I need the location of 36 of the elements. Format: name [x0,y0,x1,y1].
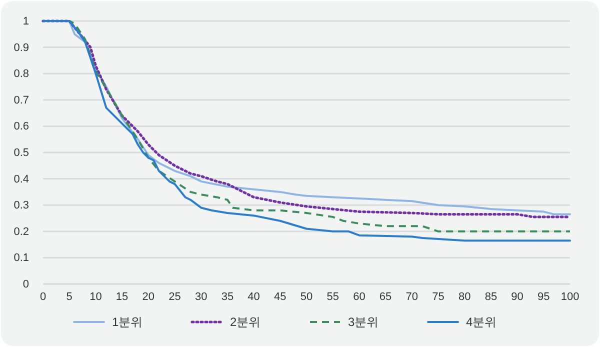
x-tick-label: 65 [379,290,392,303]
x-tick-label: 80 [458,290,471,303]
x-tick-label: 75 [432,290,444,303]
y-tick-label: 0.3 [14,200,29,212]
y-tick-label: 0.8 [14,68,29,80]
x-tick-label: 0 [40,290,46,303]
y-tick-label: 0.5 [14,147,29,160]
x-tick-label: 60 [353,290,366,303]
x-tick-label: 55 [326,290,339,303]
x-tick-label: 30 [194,290,208,303]
legend-label: 1분위 [112,315,143,329]
y-tick-label: 0.2 [14,226,29,238]
x-tick-label: 40 [248,290,260,303]
legend-label: 2분위 [230,315,261,329]
x-tick-label: 15 [116,290,128,303]
y-tick-label: 0.4 [14,173,29,186]
y-tick-label: 0.9 [14,42,29,54]
x-tick-label: 25 [168,290,181,303]
y-tick-label: 0.7 [14,94,29,106]
x-tick-label: 70 [406,290,418,303]
x-tick-label: 20 [142,290,155,303]
x-tick-label: 10 [90,290,102,303]
y-tick-label: 0.6 [14,120,29,133]
y-tick-label: 1 [22,16,29,28]
x-tick-label: 5 [66,290,72,303]
y-tick-label: 0.1 [14,252,29,264]
x-tick-label: 45 [274,290,286,303]
x-tick-label: 90 [511,290,524,303]
x-tick-label: 50 [300,290,313,303]
legend-label: 4분위 [466,315,497,329]
legend-label: 3분위 [348,315,379,329]
x-tick-label: 100 [560,290,580,303]
y-tick-label: 0 [22,278,29,291]
x-tick-label: 95 [538,290,550,303]
x-tick-label: 85 [484,290,498,303]
x-tick-label: 35 [221,290,234,303]
